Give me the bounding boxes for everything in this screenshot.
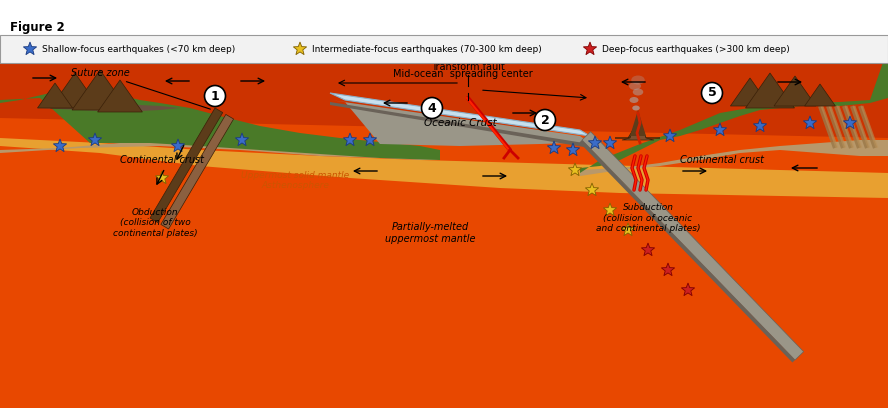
Polygon shape [567, 143, 580, 156]
Ellipse shape [630, 97, 638, 103]
Polygon shape [363, 133, 377, 146]
Polygon shape [37, 83, 73, 108]
Polygon shape [0, 138, 888, 198]
Ellipse shape [629, 82, 641, 90]
Polygon shape [641, 243, 654, 256]
Polygon shape [580, 48, 888, 173]
Polygon shape [580, 140, 888, 176]
Polygon shape [583, 42, 597, 55]
Polygon shape [662, 263, 675, 276]
Text: Oceanic Crust: Oceanic Crust [424, 118, 496, 128]
Polygon shape [804, 116, 817, 129]
Text: 1: 1 [210, 89, 219, 102]
Circle shape [204, 86, 226, 106]
Text: Deep-focus earthquakes (>300 km deep): Deep-focus earthquakes (>300 km deep) [602, 44, 789, 53]
Polygon shape [23, 42, 36, 55]
Polygon shape [622, 116, 654, 140]
Text: 5: 5 [708, 86, 717, 100]
Text: Figure 2: Figure 2 [10, 22, 65, 35]
Polygon shape [330, 93, 590, 136]
Ellipse shape [631, 75, 645, 84]
Polygon shape [805, 84, 836, 106]
Polygon shape [51, 73, 99, 108]
Polygon shape [98, 80, 142, 112]
Polygon shape [330, 102, 590, 148]
Text: Intermediate-focus earthquakes (70-300 km deep): Intermediate-focus earthquakes (70-300 k… [312, 44, 542, 53]
Polygon shape [579, 140, 795, 362]
Ellipse shape [632, 106, 639, 111]
Circle shape [422, 98, 442, 118]
Polygon shape [603, 203, 616, 216]
Polygon shape [746, 73, 795, 108]
Text: Subduction
(collision of oceanic
and continental plates): Subduction (collision of oceanic and con… [596, 203, 701, 233]
Polygon shape [663, 129, 677, 142]
Polygon shape [547, 141, 560, 154]
Polygon shape [568, 163, 582, 176]
Polygon shape [40, 104, 180, 112]
Bar [0, 48, 888, 408]
Polygon shape [774, 76, 816, 106]
Text: Suture zone: Suture zone [71, 68, 210, 109]
Text: Transform fault: Transform fault [431, 62, 505, 72]
Polygon shape [171, 139, 185, 152]
Polygon shape [0, 140, 440, 160]
Text: Mid-ocean  spreading center: Mid-ocean spreading center [393, 69, 533, 79]
Polygon shape [615, 123, 660, 138]
Polygon shape [235, 133, 249, 146]
Polygon shape [293, 42, 306, 55]
Polygon shape [630, 110, 646, 136]
Polygon shape [161, 114, 234, 229]
Polygon shape [731, 78, 770, 106]
Polygon shape [150, 108, 223, 223]
Polygon shape [0, 118, 888, 408]
Polygon shape [753, 119, 766, 132]
Text: 2: 2 [541, 113, 550, 126]
Polygon shape [622, 223, 635, 236]
Polygon shape [582, 132, 804, 360]
Polygon shape [589, 136, 602, 149]
Polygon shape [713, 123, 726, 136]
Polygon shape [53, 139, 67, 152]
Polygon shape [344, 133, 357, 146]
Text: Partially-melted
uppermost mantle: Partially-melted uppermost mantle [385, 222, 475, 244]
Polygon shape [585, 183, 599, 196]
Polygon shape [844, 116, 857, 129]
Polygon shape [330, 100, 590, 146]
Text: Continental crust: Continental crust [680, 155, 764, 165]
Polygon shape [88, 133, 101, 146]
Polygon shape [603, 136, 616, 149]
Text: Uppermost solid mantle: Uppermost solid mantle [241, 171, 349, 180]
Circle shape [702, 82, 723, 104]
Circle shape [535, 109, 556, 131]
Polygon shape [72, 70, 128, 110]
Text: 4: 4 [428, 102, 436, 115]
Text: Asthenosphere: Asthenosphere [261, 182, 329, 191]
Bar [0, 35, 888, 63]
Text: Obduction
(collision of two
continental plates): Obduction (collision of two continental … [113, 208, 197, 238]
Bar [0, 0, 888, 48]
Polygon shape [681, 283, 694, 296]
Text: Continental crust: Continental crust [120, 155, 204, 165]
Ellipse shape [633, 89, 643, 95]
Text: Shallow-focus earthquakes (<70 km deep): Shallow-focus earthquakes (<70 km deep) [42, 44, 235, 53]
Polygon shape [0, 48, 440, 160]
Polygon shape [155, 171, 169, 184]
